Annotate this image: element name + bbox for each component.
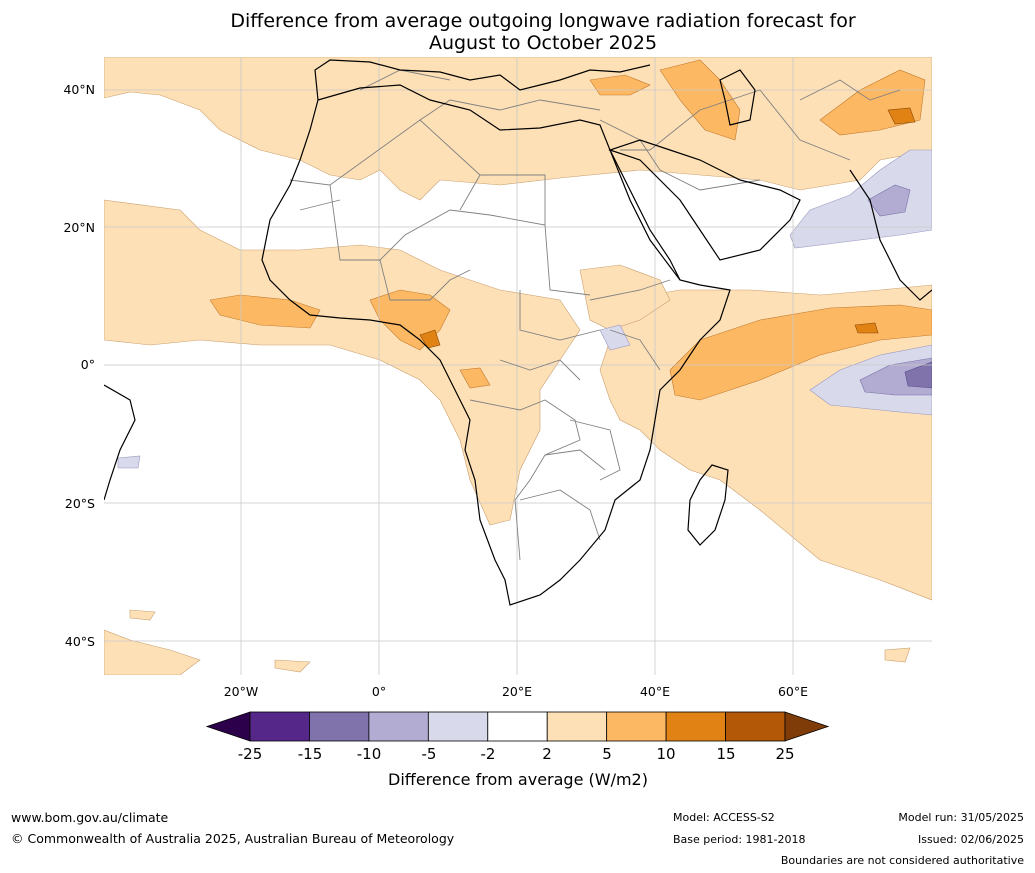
colorbar-swatch [427, 711, 489, 742]
atlantic-west-band [104, 199, 581, 526]
colorbar-tick: -25 [237, 745, 263, 763]
footer-disclaimer: Boundaries are not considered authoritat… [780, 854, 1024, 867]
colorbar-swatch [249, 711, 310, 742]
map-title: Difference from average outgoing longwav… [0, 10, 1035, 54]
south-america-coastline [104, 384, 136, 501]
lon-label-60e: 60°E [777, 684, 809, 699]
colorbar-tick: 5 [602, 745, 612, 763]
colorbar-extend-low [205, 711, 251, 742]
colorbar-tick: -5 [421, 745, 437, 763]
caspian-coastline [719, 69, 756, 126]
colorbar-swatch [725, 711, 786, 742]
footer-url[interactable]: www.bom.gov.au/climate [11, 810, 169, 825]
colorbar [205, 711, 830, 742]
lat-label-20s: 20°S [64, 496, 95, 511]
colorbar-tick: 25 [775, 745, 795, 763]
anomaly-10-to-15 [419, 107, 916, 349]
southern-patch [274, 659, 311, 673]
colorbar-swatch [665, 711, 726, 742]
lat-label-40n: 40°N [63, 82, 95, 97]
colorbar-extend-high [784, 711, 830, 742]
colorbar-tick: -15 [297, 745, 323, 763]
south-indian-patch [884, 647, 911, 663]
colorbar-tick: 2 [542, 745, 552, 763]
africa-coastline [261, 84, 731, 606]
footer-copyright: © Commonwealth of Australia 2025, Austra… [11, 831, 455, 846]
colorbar-label: Difference from average (W/m2) [388, 770, 648, 789]
congo-core [419, 329, 441, 349]
title-line-1: Difference from average outgoing longwav… [230, 10, 856, 32]
lon-label-20w: 20°W [223, 684, 259, 699]
great-lakes-patch [599, 324, 631, 351]
atlantic-south-patch [117, 455, 141, 469]
footer-model: Model: ACCESS-S2 [673, 811, 775, 824]
colorbar-tick: -2 [480, 745, 496, 763]
footer-model-run: Model run: 31/05/2025 [898, 811, 1024, 824]
lat-label-40s: 40°S [64, 634, 95, 649]
red-sea-coastline [609, 149, 681, 281]
country-boundaries [289, 69, 901, 561]
colorbar-swatch [368, 711, 429, 742]
footer-issued: Issued: 02/06/2025 [917, 833, 1024, 846]
colorbar-swatch [487, 711, 548, 742]
colorbar-swatch [309, 711, 370, 742]
indian-core [854, 322, 879, 334]
colorbar-tick: 15 [716, 745, 736, 763]
map-area [104, 57, 932, 675]
footer-base-period: Base period: 1981-2018 [673, 833, 806, 846]
congo-patch [459, 367, 491, 389]
gridlines [104, 57, 932, 675]
lon-label-40e: 40°E [639, 684, 671, 699]
europe-coastline [314, 59, 651, 101]
coastlines [104, 59, 932, 606]
asia-core [887, 107, 916, 125]
madagascar-coastline [687, 464, 729, 546]
south-atlantic-patch-2 [129, 609, 156, 621]
title-line-2: August to October 2025 [428, 32, 658, 54]
arabian-peninsula-coastline [608, 139, 801, 261]
arabian-sea-core [867, 184, 911, 217]
colorbar-swatch [546, 711, 608, 742]
arabian-sea-band [789, 149, 932, 249]
lat-label-0: 0° [80, 357, 95, 372]
lon-label-0: 0° [371, 684, 387, 699]
colorbar-swatch [606, 711, 667, 742]
colorbar-tick: -10 [356, 745, 382, 763]
india-coastline [849, 169, 932, 301]
gulf-of-guinea-band [209, 294, 321, 329]
colorbar-tick: 10 [656, 745, 676, 763]
lon-label-20e: 20°E [501, 684, 533, 699]
lat-label-20n: 20°N [63, 220, 95, 235]
